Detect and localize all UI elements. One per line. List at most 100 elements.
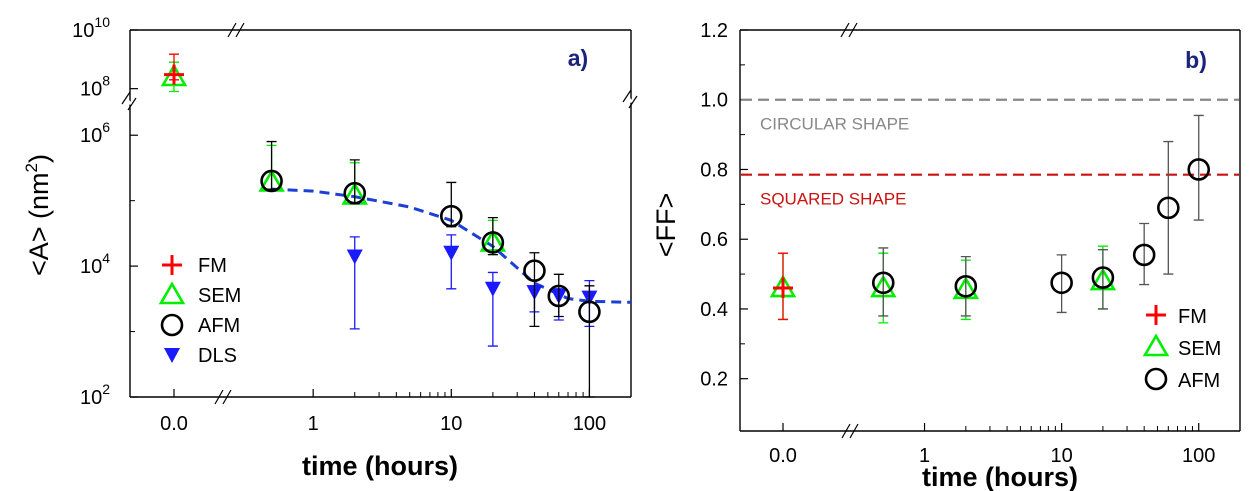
error-bar-afm xyxy=(1097,249,1108,310)
data-point-afm xyxy=(1157,196,1180,220)
y-tick-label: 0.4 xyxy=(700,299,728,321)
error-bar-afm xyxy=(553,273,564,318)
series-sem xyxy=(769,245,1117,324)
axis-break-mark xyxy=(214,389,232,405)
legend-marker-fm xyxy=(162,255,182,275)
data-point-afm xyxy=(1091,266,1115,289)
data-point-afm xyxy=(1132,243,1156,267)
x-axis-label: time (hours) xyxy=(302,451,458,481)
data-point-afm xyxy=(578,300,601,324)
data-point-afm xyxy=(547,284,571,308)
y-tick-base: 10 xyxy=(72,20,94,42)
x-tick-label: 10 xyxy=(440,413,462,435)
error-bar-afm xyxy=(1139,222,1150,286)
y-tick-exp: 4 xyxy=(102,250,110,266)
error-bar-afm xyxy=(1163,140,1174,275)
data-point-afm xyxy=(439,204,463,228)
y-axis-label-main: <A> (nm xyxy=(24,172,54,276)
legend-label-sem: SEM xyxy=(1178,338,1221,360)
legend-marker-afm xyxy=(160,313,184,337)
y-tick-label: 1010 xyxy=(72,14,110,42)
error-bar-dls xyxy=(446,234,457,290)
y-tick-exp: 10 xyxy=(94,14,110,30)
axis-break-gap xyxy=(125,98,133,106)
x-tick-label: 100 xyxy=(1182,445,1215,467)
panel-label: b) xyxy=(1185,47,1207,73)
legend-marker-sem xyxy=(158,281,186,305)
y-tick-label: 108 xyxy=(80,73,110,101)
y-tick-exp: 6 xyxy=(102,119,110,135)
legend-label-fm: FM xyxy=(198,255,227,277)
axis-break-mark xyxy=(227,22,245,38)
x-tick-label: 100 xyxy=(573,413,606,435)
y-axis-label-sup: 2 xyxy=(22,163,41,172)
legend-marker-afm xyxy=(1144,367,1168,391)
x-tick-label: 1 xyxy=(919,445,930,467)
error-bar-afm xyxy=(1193,114,1204,221)
error-bar-afm xyxy=(878,247,889,317)
y-axis-label-close: ) xyxy=(24,154,54,163)
x-tick-label: 10 xyxy=(1051,445,1073,467)
axis-break-gap xyxy=(626,96,634,104)
legend-label-fm: FM xyxy=(1178,306,1207,328)
series-dls xyxy=(346,234,598,347)
y-axis-label: <A> (nm2) xyxy=(22,154,54,276)
data-point-afm xyxy=(481,231,505,254)
y-axis-label: <FF> xyxy=(651,193,681,258)
legend-marker-fm xyxy=(1146,305,1166,325)
error-bar-afm xyxy=(266,140,277,190)
data-point-dls xyxy=(443,245,460,261)
reference-label: SQUARED SHAPE xyxy=(760,190,906,209)
y-tick-label: 1.2 xyxy=(700,20,728,42)
y-tick-base: 10 xyxy=(80,256,102,278)
legend-marker-dls xyxy=(164,348,180,363)
x-tick-label: 0.0 xyxy=(769,445,797,467)
legend-label-sem: SEM xyxy=(198,285,241,307)
y-tick-label: 0.2 xyxy=(700,369,728,391)
legend-label-dls: DLS xyxy=(198,345,237,367)
data-point-dls xyxy=(484,281,501,297)
y-tick-label: 104 xyxy=(80,250,110,278)
y-tick-base: 10 xyxy=(80,125,102,147)
y-tick-label: 0.6 xyxy=(700,229,728,251)
y-tick-base: 10 xyxy=(80,79,102,101)
axis-break-mark xyxy=(121,91,137,111)
legend-marker-sem xyxy=(1142,333,1170,357)
axis-break-mark xyxy=(840,22,858,38)
data-point-fm xyxy=(164,64,184,85)
data-point-afm xyxy=(260,169,283,193)
error-bar-afm xyxy=(529,252,540,328)
panel-label: a) xyxy=(568,45,588,71)
data-point-dls xyxy=(346,249,363,265)
y-tick-label: 1.0 xyxy=(700,90,728,112)
y-tick-label: 0.8 xyxy=(700,159,728,181)
series-fm xyxy=(773,252,793,321)
series-afm xyxy=(871,114,1211,317)
reference-label: CIRCULAR SHAPE xyxy=(760,115,909,134)
data-point-fm xyxy=(773,278,793,299)
error-bar-afm xyxy=(960,256,971,317)
series-fm xyxy=(164,53,184,85)
data-point-afm xyxy=(954,274,978,298)
y-tick-base: 10 xyxy=(80,387,102,409)
series-afm xyxy=(260,140,601,398)
data-point-afm xyxy=(871,271,895,295)
chart-panel-b: 0.2 0.4 0.6 0.8 1.0 1.2 0.0 1 10 100 time (hours) <… xyxy=(651,20,1241,491)
y-tick-exp: 2 xyxy=(102,381,110,397)
error-bar-afm xyxy=(584,285,595,398)
axis-break-mark xyxy=(841,423,859,439)
axis-break-mark xyxy=(622,89,638,109)
y-tick-exp: 8 xyxy=(102,73,110,89)
legend-label-afm: AFM xyxy=(198,315,240,337)
x-tick-label: 0.0 xyxy=(160,413,188,435)
data-point-afm xyxy=(343,181,367,205)
data-point-afm xyxy=(523,259,546,283)
data-point-afm xyxy=(1187,158,1211,181)
x-tick-label: 1 xyxy=(308,413,319,435)
y-tick-label: 106 xyxy=(80,119,110,147)
legend-label-afm: AFM xyxy=(1178,370,1220,392)
error-bar-afm xyxy=(1056,254,1067,314)
x-axis-label: time (hours) xyxy=(922,462,1078,491)
